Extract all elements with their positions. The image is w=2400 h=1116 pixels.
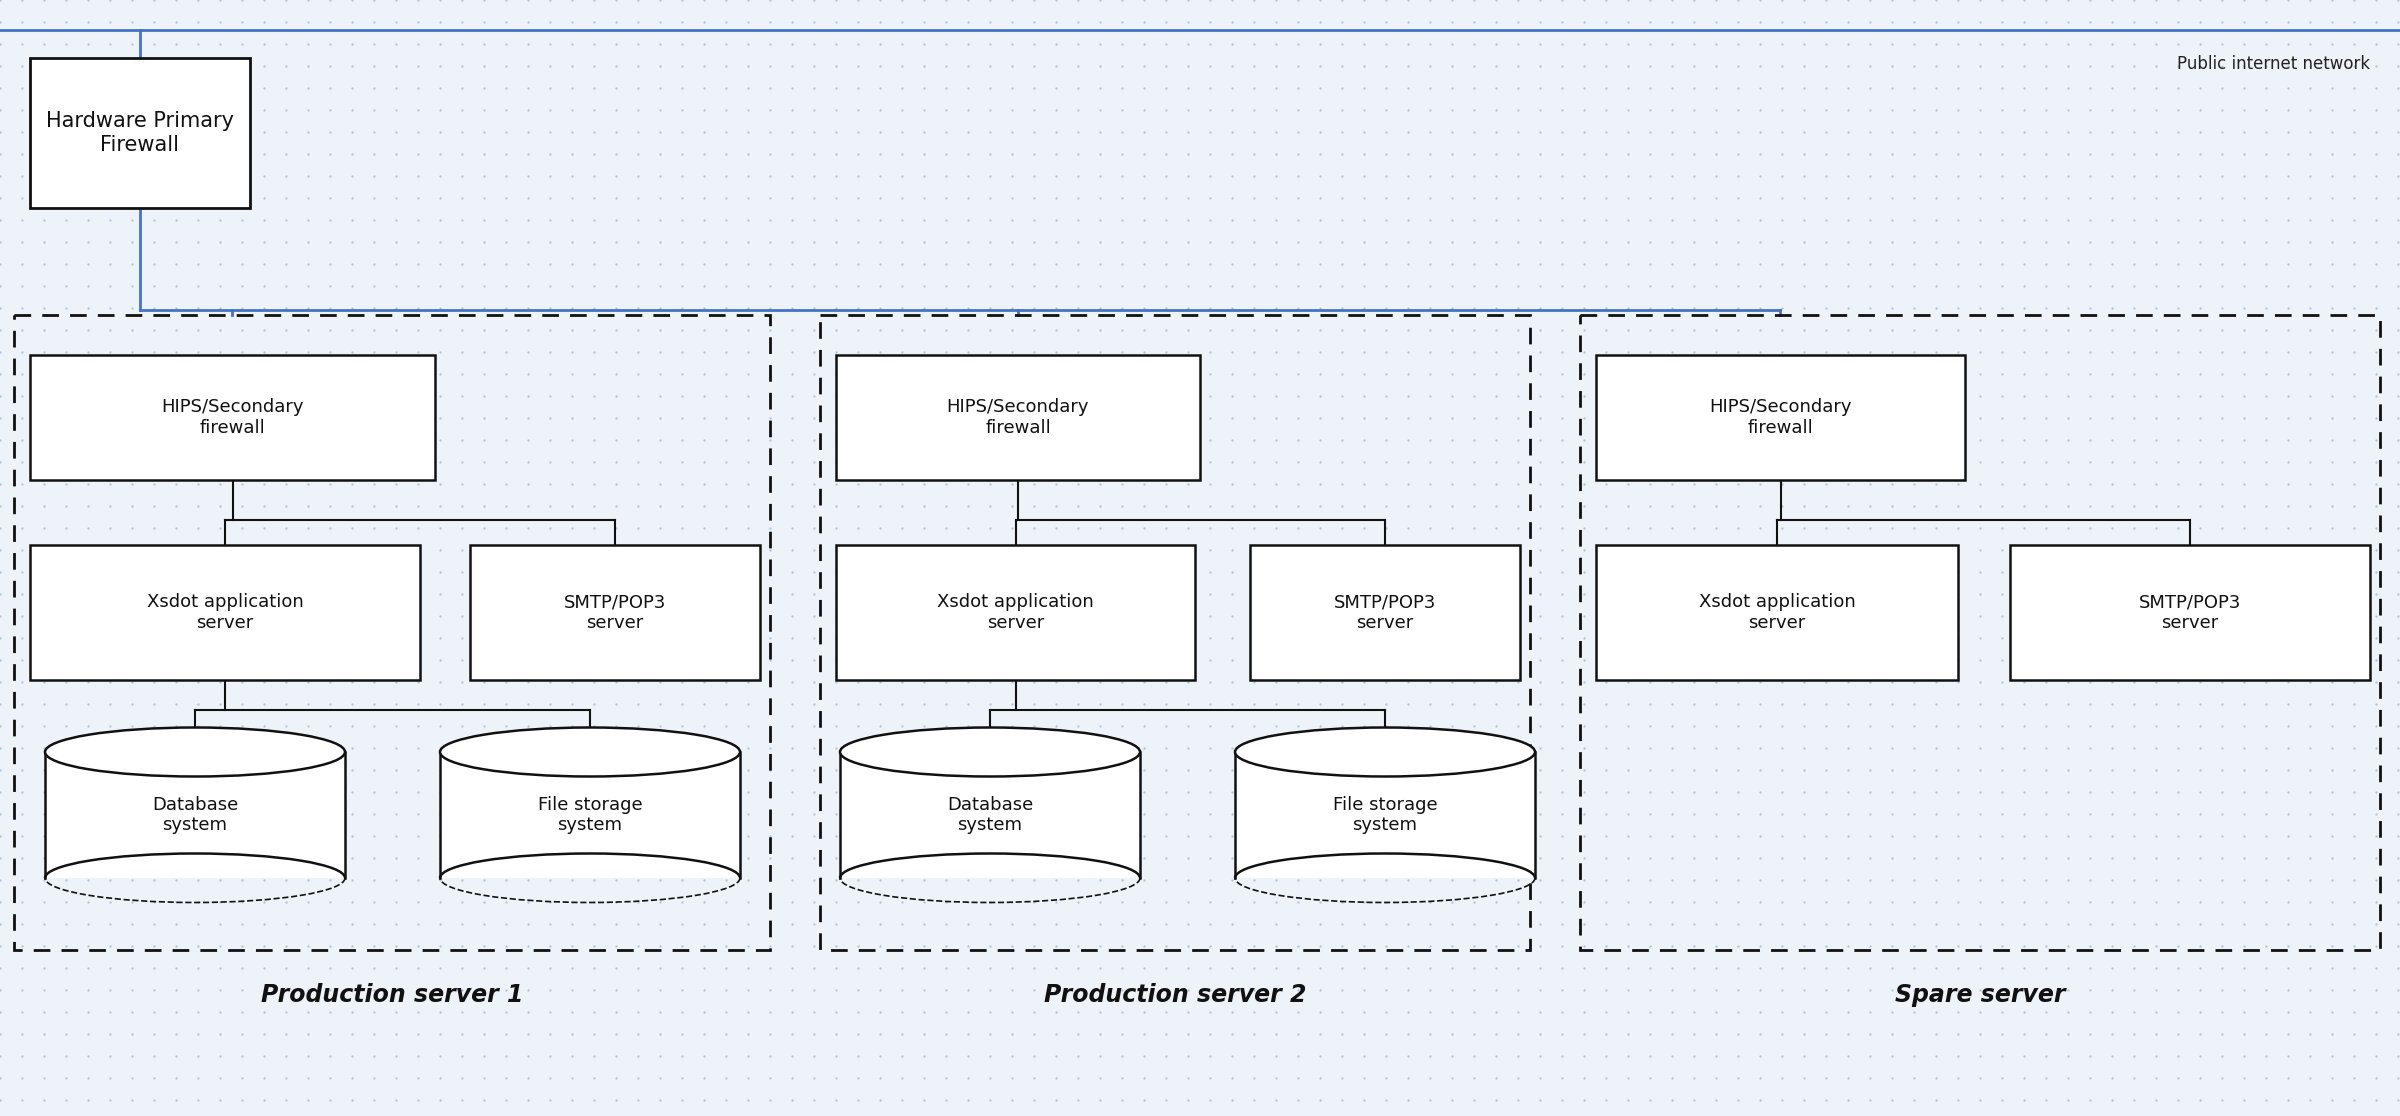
- Text: Production server 1: Production server 1: [262, 983, 523, 1007]
- Ellipse shape: [840, 728, 1140, 777]
- Text: Spare server: Spare server: [1894, 983, 2066, 1007]
- Text: HIPS/Secondary
firewall: HIPS/Secondary firewall: [1709, 398, 1853, 436]
- Text: Xsdot application
server: Xsdot application server: [146, 593, 302, 632]
- Text: File storage
system: File storage system: [538, 796, 643, 835]
- Text: SMTP/POP3
server: SMTP/POP3 server: [1334, 593, 1435, 632]
- Polygon shape: [439, 752, 739, 878]
- Text: HIPS/Secondary
firewall: HIPS/Secondary firewall: [161, 398, 305, 436]
- Ellipse shape: [1236, 728, 1536, 777]
- FancyBboxPatch shape: [1596, 545, 1958, 680]
- Text: HIPS/Secondary
firewall: HIPS/Secondary firewall: [946, 398, 1090, 436]
- Polygon shape: [1236, 752, 1536, 878]
- FancyBboxPatch shape: [835, 545, 1195, 680]
- Ellipse shape: [46, 728, 346, 777]
- Text: Public internet network: Public internet network: [2177, 55, 2371, 73]
- FancyBboxPatch shape: [1596, 355, 1966, 480]
- Text: Xsdot application
server: Xsdot application server: [936, 593, 1094, 632]
- FancyBboxPatch shape: [835, 355, 1200, 480]
- Text: Xsdot application
server: Xsdot application server: [1699, 593, 1855, 632]
- Text: Database
system: Database system: [151, 796, 238, 835]
- Text: Hardware Primary
Firewall: Hardware Primary Firewall: [46, 112, 235, 155]
- FancyBboxPatch shape: [1250, 545, 1519, 680]
- Text: Database
system: Database system: [948, 796, 1032, 835]
- FancyBboxPatch shape: [29, 58, 250, 208]
- FancyBboxPatch shape: [29, 545, 420, 680]
- Text: SMTP/POP3
server: SMTP/POP3 server: [2138, 593, 2242, 632]
- FancyBboxPatch shape: [2011, 545, 2371, 680]
- Text: SMTP/POP3
server: SMTP/POP3 server: [564, 593, 667, 632]
- Text: Production server 2: Production server 2: [1044, 983, 1306, 1007]
- Ellipse shape: [439, 728, 739, 777]
- FancyBboxPatch shape: [470, 545, 761, 680]
- Polygon shape: [840, 752, 1140, 878]
- Polygon shape: [46, 752, 346, 878]
- FancyBboxPatch shape: [29, 355, 434, 480]
- Text: File storage
system: File storage system: [1332, 796, 1438, 835]
